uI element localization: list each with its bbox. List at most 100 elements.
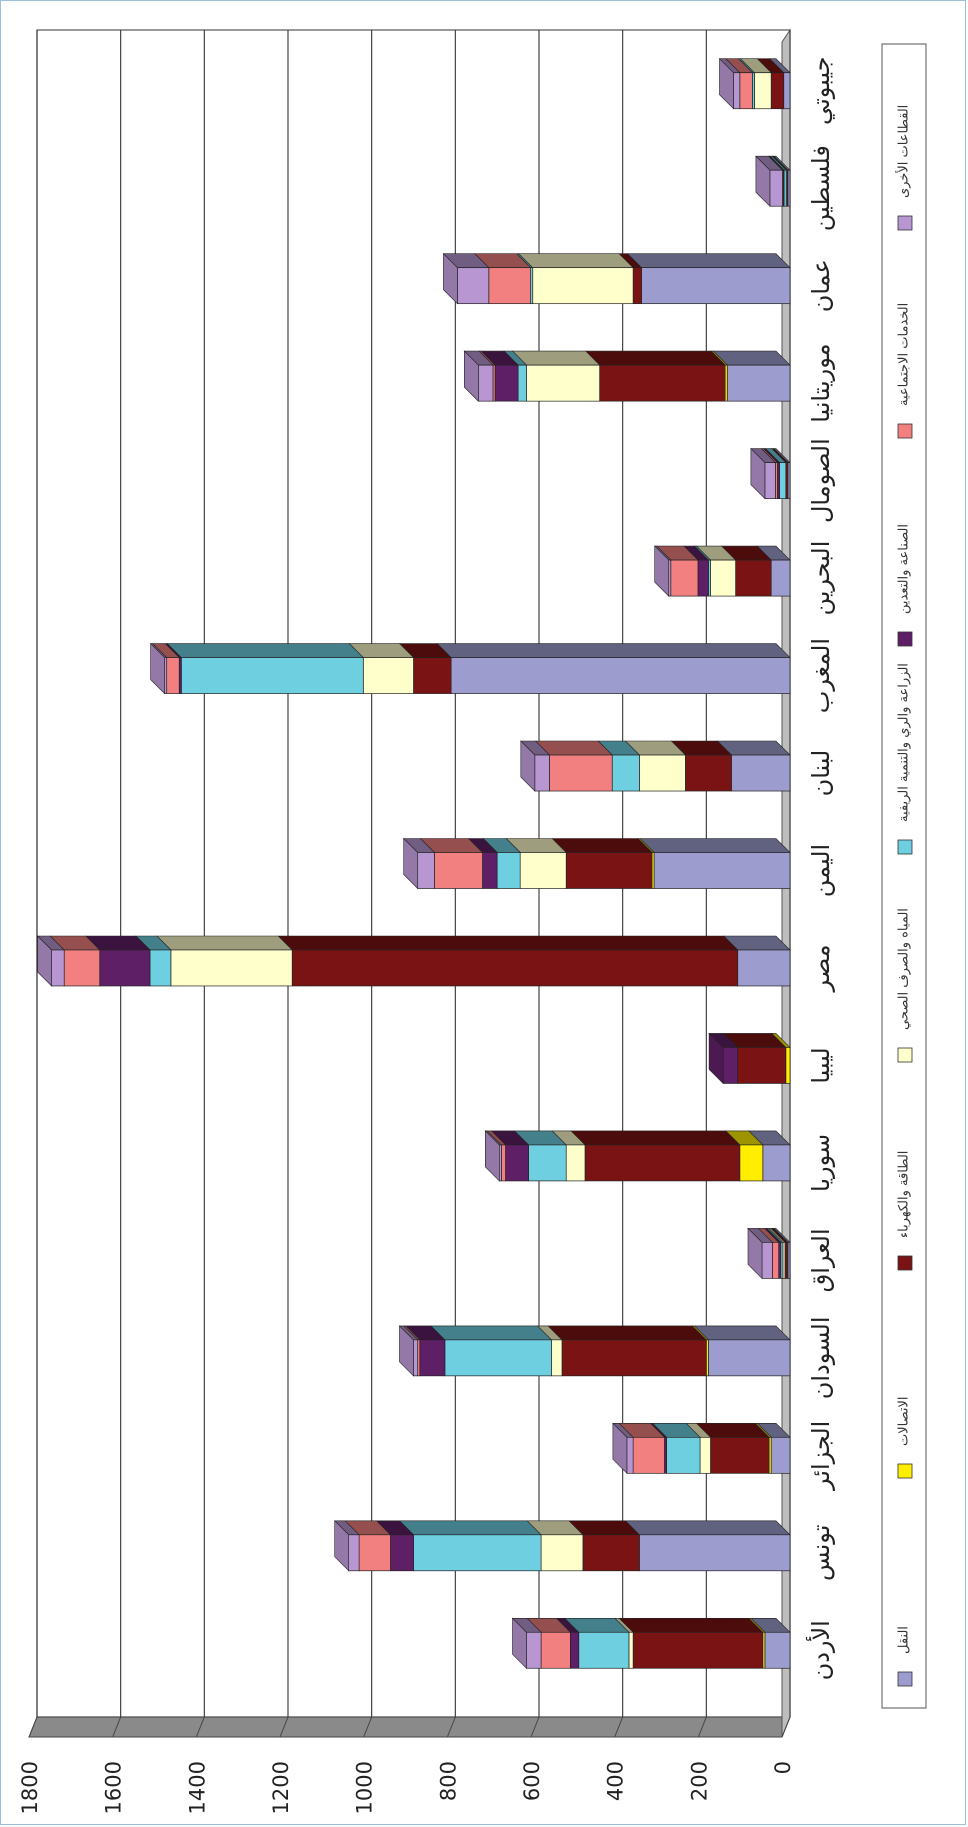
bar-end-cap [750,447,766,500]
bar-segment [584,350,726,402]
category-label: العراق [807,1228,835,1292]
category-label: ليبيا [807,1047,835,1083]
bar-segment-front [164,657,168,694]
legend-label: الخدمات الاجتماعية [897,303,912,406]
bar-segment [563,1618,630,1669]
bar-segment-front [726,364,791,402]
bar-segment [670,740,733,792]
bar-segment-front [772,1242,780,1279]
bar-end-cap [443,252,458,305]
bar-segment [639,838,791,889]
category-label: فلسطين [807,145,835,231]
bar-segment-front [170,949,293,987]
bar-segment-front [699,1436,711,1474]
bar-segment-front [762,1144,791,1182]
gridline-floor [781,1716,791,1738]
bar-segment-front [561,1339,707,1377]
gridline-floor [530,1716,540,1738]
bar-segment-front [641,267,791,305]
bar-segment [651,1423,701,1474]
category-label: السودان [807,1316,835,1399]
bar-segment [405,1325,446,1377]
bar-segment-front [358,1534,391,1572]
bar-segment [722,1033,787,1084]
bar-segment-front [488,267,531,305]
bar-segment [442,253,490,305]
gridline-floor [195,1716,205,1738]
bar-segment-top [618,1618,764,1633]
bar-segment-front [733,72,741,110]
bar-end-cap [463,350,479,402]
legend-label: الزراعة والري والتنمية الريفية [897,663,912,822]
bar-segment-front [754,72,772,110]
legend-box [881,43,927,1709]
legend-label: المياه والصرف الصحي [897,908,912,1030]
legend-swatch [897,839,913,855]
bar-segment [277,935,739,987]
bar-segment-front [710,1436,770,1474]
bar-segment-front [611,754,640,792]
bar-segment-front [534,754,550,792]
bar-end-cap [512,1617,527,1670]
bar-segment-front [505,1144,529,1182]
bar-segment [480,350,519,402]
category-label: عمان [807,259,835,312]
bar-segment-front [551,1339,563,1377]
bar-segment-front [764,462,776,499]
legend-swatch [897,1047,913,1063]
legend-swatch [897,1255,913,1271]
bar-end-cap [484,1130,500,1182]
bar-end-cap [612,1422,628,1475]
bar-segment [756,58,785,110]
bar-segment-front [291,949,739,987]
bar-segment-front [413,1339,419,1377]
category-label: الصومال [807,438,835,523]
bar-segment-front [419,1339,446,1377]
bar-segment-front [413,657,452,694]
bar-segment [547,1325,708,1377]
bar-segment [618,1618,764,1669]
value-tick-label: 1200 [269,1761,293,1814]
bar-segment-front [494,364,519,402]
bar-segment-front [578,1631,630,1669]
bar-segment-front [570,1631,580,1669]
bar-segment-front [584,1144,741,1182]
bar-segment [748,1130,791,1182]
bar-segment [474,253,532,305]
legend-swatch [897,1463,913,1479]
bar-segment [398,643,452,694]
bar-segment-front [149,949,172,987]
bar-segment-top [156,935,293,951]
bar-segment-front [783,72,791,110]
bar-segment-top [436,643,791,658]
bar-segment-front [501,1144,506,1182]
bar-segment-front [540,1534,584,1572]
bar-segment-top [639,838,791,853]
bar-segment [348,643,415,694]
bar-segment [656,545,699,597]
value-tick-label: 1000 [353,1761,377,1814]
bar-segment [597,740,641,792]
bar-segment-front [770,1436,791,1474]
bar-segment [618,1423,666,1474]
gridline-floor [697,1716,707,1738]
bar-segment-top [693,1325,791,1341]
bar-segment-front [737,949,791,987]
value-tick-label: 0 [771,1761,795,1774]
gridline-floor [279,1716,289,1738]
bar-segment-front [722,1047,739,1084]
bar-segment [534,740,613,792]
category-label: المغرب [807,638,835,713]
legend-swatch [897,423,913,439]
bar-segment-front [519,852,567,889]
bar-segment-top [430,1325,553,1341]
bar-segment-front [710,559,736,597]
bar-segment-front [628,1631,634,1669]
bar-segment [722,935,791,987]
bar-segment [551,838,653,889]
legend-label: النقل [897,1626,912,1654]
bar-segment [511,350,601,402]
bar-segment-front [697,559,709,597]
bar-end-cap [747,1227,763,1280]
